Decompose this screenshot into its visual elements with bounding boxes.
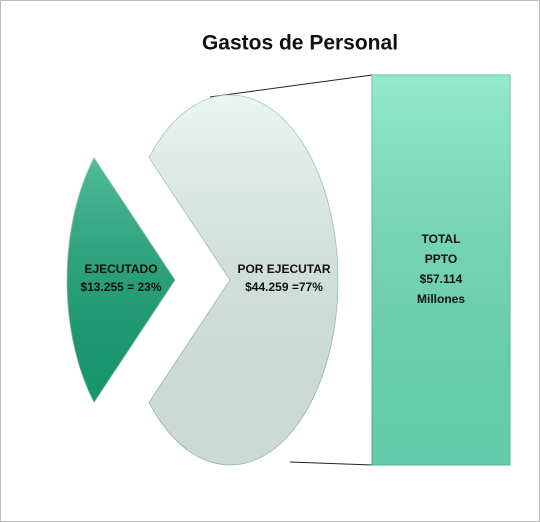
total-label: TOTAL	[422, 232, 461, 246]
slice-value-label: $44.259 =77%	[245, 280, 323, 294]
bar-shade	[372, 75, 510, 465]
slice-value-label: $13.255 = 23%	[80, 280, 161, 294]
connector-line	[289, 461, 373, 466]
slice-shade	[148, 95, 338, 466]
connector-line	[209, 74, 373, 98]
chart-title: Gastos de Personal	[202, 32, 398, 55]
slice-label: EJECUTADO	[84, 262, 157, 276]
total-label: Millones	[417, 292, 465, 306]
slice-label: POR EJECUTAR	[237, 262, 330, 276]
total-label: PPTO	[425, 252, 457, 266]
slice-shade	[67, 157, 175, 403]
total-label: $57.114	[420, 272, 463, 286]
